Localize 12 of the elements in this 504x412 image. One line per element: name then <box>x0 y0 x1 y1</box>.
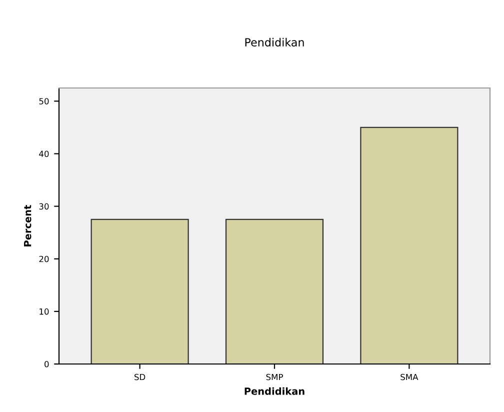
y-tick-label: 20 <box>39 256 49 262</box>
y-tick-label: 40 <box>39 150 49 157</box>
x-tick-label: SMP <box>266 374 283 380</box>
y-axis-title: Percent <box>24 205 32 246</box>
y-tick-label: 0 <box>44 360 49 368</box>
chart-title: Pendidikan <box>245 38 304 46</box>
y-tick-label: 50 <box>39 98 49 104</box>
x-axis-title: Pendidikan <box>244 387 304 395</box>
x-tick-label: SMA <box>400 374 418 380</box>
x-tick-label: SD <box>134 374 146 380</box>
y-tick-label: 30 <box>39 203 49 210</box>
y-tick-label: 10 <box>40 308 49 315</box>
